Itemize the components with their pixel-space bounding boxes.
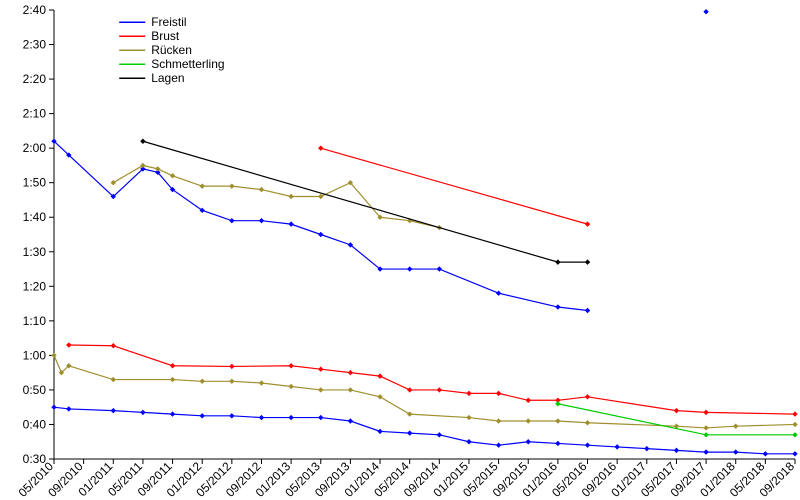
legend-label: Brust <box>151 29 180 43</box>
swim-times-chart: 0:300:400:501:001:101:201:301:401:502:00… <box>0 0 800 500</box>
y-tick-label: 0:40 <box>23 417 47 431</box>
y-tick-label: 1:40 <box>23 210 47 224</box>
y-tick-label: 1:10 <box>23 314 47 328</box>
legend-label: Rücken <box>151 43 192 57</box>
y-tick-label: 2:10 <box>23 107 47 121</box>
legend-label: Lagen <box>151 71 184 85</box>
y-tick-label: 2:40 <box>23 3 47 17</box>
y-tick-label: 1:30 <box>23 245 47 259</box>
y-tick-label: 2:30 <box>23 38 47 52</box>
y-tick-label: 2:00 <box>23 141 47 155</box>
y-tick-label: 1:00 <box>23 348 47 362</box>
y-tick-label: 0:50 <box>23 383 47 397</box>
legend-label: Freistil <box>151 15 186 29</box>
legend-label: Schmetterling <box>151 57 224 71</box>
y-tick-label: 1:50 <box>23 176 47 190</box>
y-tick-label: 1:20 <box>23 279 47 293</box>
y-tick-label: 2:20 <box>23 72 47 86</box>
